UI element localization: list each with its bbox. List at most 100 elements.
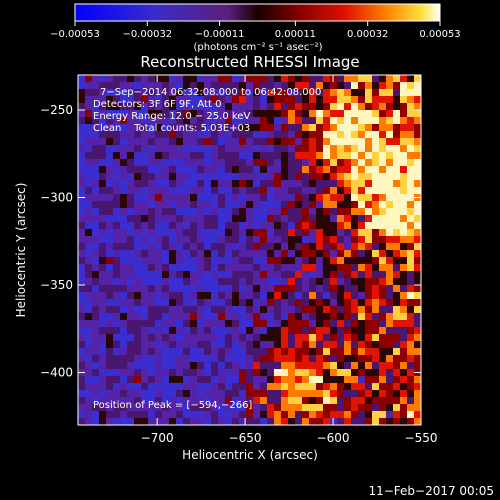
heatmap-cell (232, 411, 240, 419)
heatmap-cell (211, 320, 219, 328)
heatmap-cell (393, 327, 401, 335)
heatmap-cell (344, 271, 352, 279)
heatmap-cell (372, 208, 380, 216)
heatmap-cell (274, 159, 282, 167)
heatmap-cell (148, 75, 156, 83)
heatmap-cell (260, 124, 268, 132)
heatmap-cell (106, 390, 114, 398)
heatmap-cell (344, 411, 352, 419)
heatmap-cell (225, 264, 233, 272)
heatmap-cell (197, 159, 205, 167)
heatmap-cell (323, 369, 331, 377)
heatmap-cell (330, 285, 338, 293)
heatmap-cell (372, 327, 380, 335)
heatmap-cell (148, 243, 156, 251)
heatmap-cell (393, 187, 401, 195)
heatmap-cell (351, 201, 359, 209)
heatmap-cell (99, 180, 107, 188)
heatmap-cell (323, 208, 331, 216)
heatmap-cell (127, 404, 135, 412)
annotation-energy: Energy Range: 12.0 − 25.0 keV (93, 111, 250, 122)
heatmap-cell (379, 208, 387, 216)
heatmap-cell (407, 243, 415, 251)
heatmap-cell (260, 208, 268, 216)
heatmap-cells (78, 75, 421, 425)
heatmap-cell (92, 229, 100, 237)
heatmap-cell (197, 187, 205, 195)
heatmap-cell (351, 327, 359, 335)
heatmap-cell (204, 285, 212, 293)
heatmap-cell (127, 166, 135, 174)
heatmap-cell (239, 271, 247, 279)
heatmap-cell (365, 404, 373, 412)
heatmap-cell (323, 264, 331, 272)
heatmap-cell (85, 292, 93, 300)
heatmap-cell (351, 166, 359, 174)
heatmap-cell (379, 271, 387, 279)
heatmap-cell (365, 180, 373, 188)
heatmap-cell (225, 82, 233, 90)
heatmap-cell (372, 243, 380, 251)
heatmap-cell (393, 222, 401, 230)
heatmap-cell (204, 292, 212, 300)
heatmap-cell (225, 348, 233, 356)
heatmap-cell (274, 152, 282, 160)
heatmap-cell (281, 390, 289, 398)
heatmap-cell (281, 215, 289, 223)
heatmap-cell (134, 152, 142, 160)
heatmap-cell (162, 138, 170, 146)
heatmap-cell (218, 418, 226, 425)
heatmap-cell (330, 376, 338, 384)
heatmap-cell (400, 404, 408, 412)
heatmap-cell (134, 404, 142, 412)
heatmap-cell (281, 299, 289, 307)
heatmap-cell (169, 145, 177, 153)
heatmap-cell (211, 390, 219, 398)
heatmap-cell (141, 369, 149, 377)
heatmap-cell (309, 117, 317, 125)
heatmap-cell (176, 194, 184, 202)
heatmap-cell (232, 418, 240, 425)
heatmap-cell (386, 292, 394, 300)
heatmap-cell (309, 222, 317, 230)
heatmap-cell (344, 376, 352, 384)
heatmap-cell (218, 376, 226, 384)
heatmap-cell (85, 348, 93, 356)
heatmap-cell (386, 397, 394, 405)
heatmap-cell (204, 145, 212, 153)
heatmap-cell (267, 285, 275, 293)
heatmap-cell (365, 390, 373, 398)
heatmap-cell (400, 222, 408, 230)
heatmap-cell (183, 145, 191, 153)
heatmap-cell (267, 187, 275, 195)
heatmap-cell (211, 201, 219, 209)
heatmap-cell (414, 306, 421, 314)
heatmap-cell (344, 306, 352, 314)
heatmap-cell (393, 257, 401, 265)
heatmap-cell (232, 355, 240, 363)
heatmap-cell (246, 145, 254, 153)
heatmap-cell (267, 257, 275, 265)
heatmap-cell (218, 348, 226, 356)
heatmap-cell (204, 215, 212, 223)
heatmap-cell (127, 222, 135, 230)
heatmap-cell (400, 159, 408, 167)
heatmap-cell (414, 131, 421, 139)
heatmap-cell (183, 306, 191, 314)
heatmap-cell (323, 124, 331, 132)
heatmap-cell (92, 285, 100, 293)
heatmap-cell (302, 299, 310, 307)
heatmap-cell (85, 75, 93, 83)
heatmap-cell (330, 348, 338, 356)
heatmap-cell (379, 110, 387, 118)
heatmap-cell (232, 285, 240, 293)
heatmap-cell (197, 369, 205, 377)
heatmap-cell (106, 103, 114, 111)
heatmap-cell (386, 222, 394, 230)
heatmap-cell (330, 250, 338, 258)
heatmap-cell (351, 404, 359, 412)
heatmap-cell (379, 131, 387, 139)
heatmap-cell (414, 292, 421, 300)
heatmap-cell (225, 180, 233, 188)
heatmap-cell (316, 131, 324, 139)
